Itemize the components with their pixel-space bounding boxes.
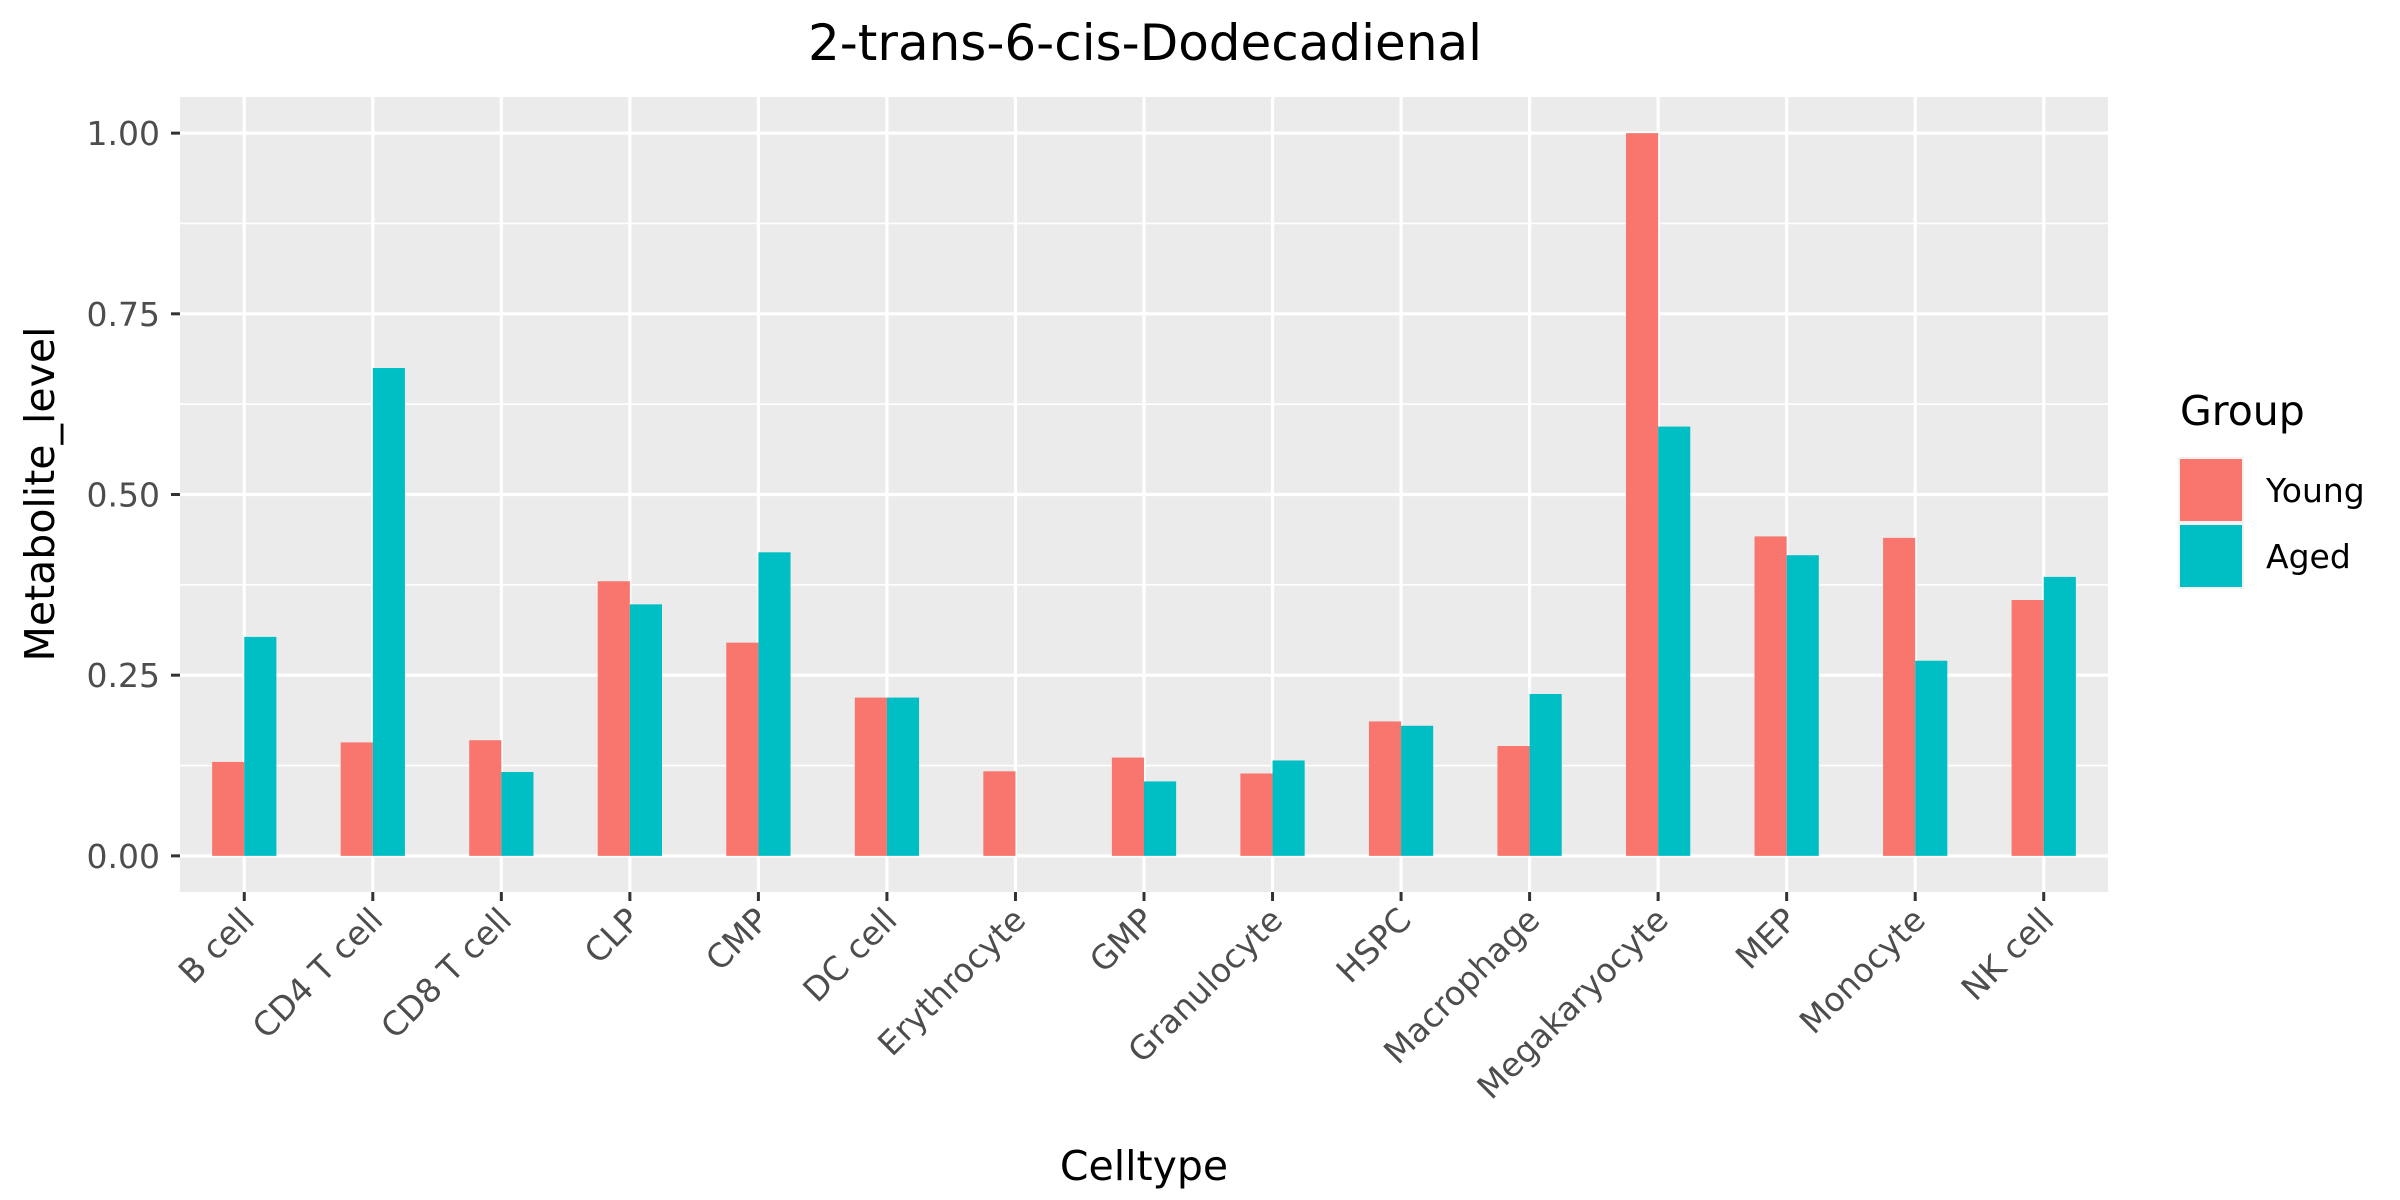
x-tick-label: CD4 T cell	[245, 900, 391, 1046]
bar-aged	[2043, 576, 2076, 856]
y-tick-label: 0.00	[87, 837, 160, 876]
y-tick-label: 1.00	[87, 114, 160, 153]
legend-label-young: Young	[2265, 471, 2365, 510]
x-tick-label: GMP	[1082, 900, 1162, 980]
chart-title: 2-trans-6-cis-Dodecadienal	[808, 14, 1482, 72]
bar-young	[1497, 746, 1530, 856]
bar-aged	[1658, 426, 1691, 856]
bar-aged	[1144, 781, 1177, 856]
bar-aged	[1401, 725, 1434, 856]
bar-aged	[501, 772, 534, 856]
x-tick-label: B cell	[171, 900, 262, 991]
bar-aged	[1529, 693, 1562, 856]
bar-young	[340, 742, 373, 856]
bar-young	[2011, 600, 2044, 856]
legend-label-aged: Aged	[2266, 537, 2351, 576]
x-tick-label: Monocyte	[1792, 900, 1933, 1041]
x-tick-label: NK cell	[1953, 900, 2061, 1008]
legend-swatch-young	[2180, 459, 2242, 521]
bar-young	[726, 642, 759, 856]
legend-title: Group	[2180, 387, 2305, 435]
y-axis: 0.00 0.25 0.50 0.75 1.00	[87, 114, 180, 876]
legend: Group Young Aged	[2178, 387, 2365, 589]
x-tick-label: DC cell	[795, 900, 904, 1009]
bar-aged	[758, 552, 791, 856]
bar-aged	[886, 697, 920, 856]
y-tick-label: 0.50	[87, 476, 160, 515]
bar-aged	[1786, 555, 1819, 856]
y-axis-title: Metabolite_level	[16, 327, 64, 662]
bar-aged	[244, 636, 277, 856]
bar-young	[983, 771, 1016, 856]
bar-aged	[1915, 660, 1948, 856]
bar-young	[469, 740, 502, 856]
bar-aged	[629, 604, 662, 856]
y-tick-label: 0.75	[87, 295, 160, 334]
y-tick-label: 0.25	[87, 656, 160, 695]
x-tick-label: CD8 T cell	[373, 900, 519, 1046]
x-tick-label: MEP	[1728, 900, 1805, 977]
x-tick-label: CLP	[577, 900, 648, 971]
x-axis-title: Celltype	[1060, 1142, 1228, 1190]
bar-young	[1626, 133, 1659, 856]
bar-young	[212, 761, 245, 856]
bar-young	[1240, 773, 1273, 856]
bar-aged	[1272, 760, 1305, 856]
bar-young	[1368, 721, 1402, 856]
legend-swatch-aged	[2180, 525, 2242, 587]
bar-young	[854, 697, 887, 856]
x-tick-label: HSPC	[1328, 900, 1418, 990]
bar-young	[1883, 537, 1916, 856]
bar-young	[1754, 536, 1787, 856]
bar-young	[597, 581, 630, 856]
x-tick-label: CMP	[698, 900, 776, 978]
bar-young	[1111, 757, 1144, 856]
bars	[212, 133, 2076, 856]
bar-aged	[372, 368, 405, 856]
